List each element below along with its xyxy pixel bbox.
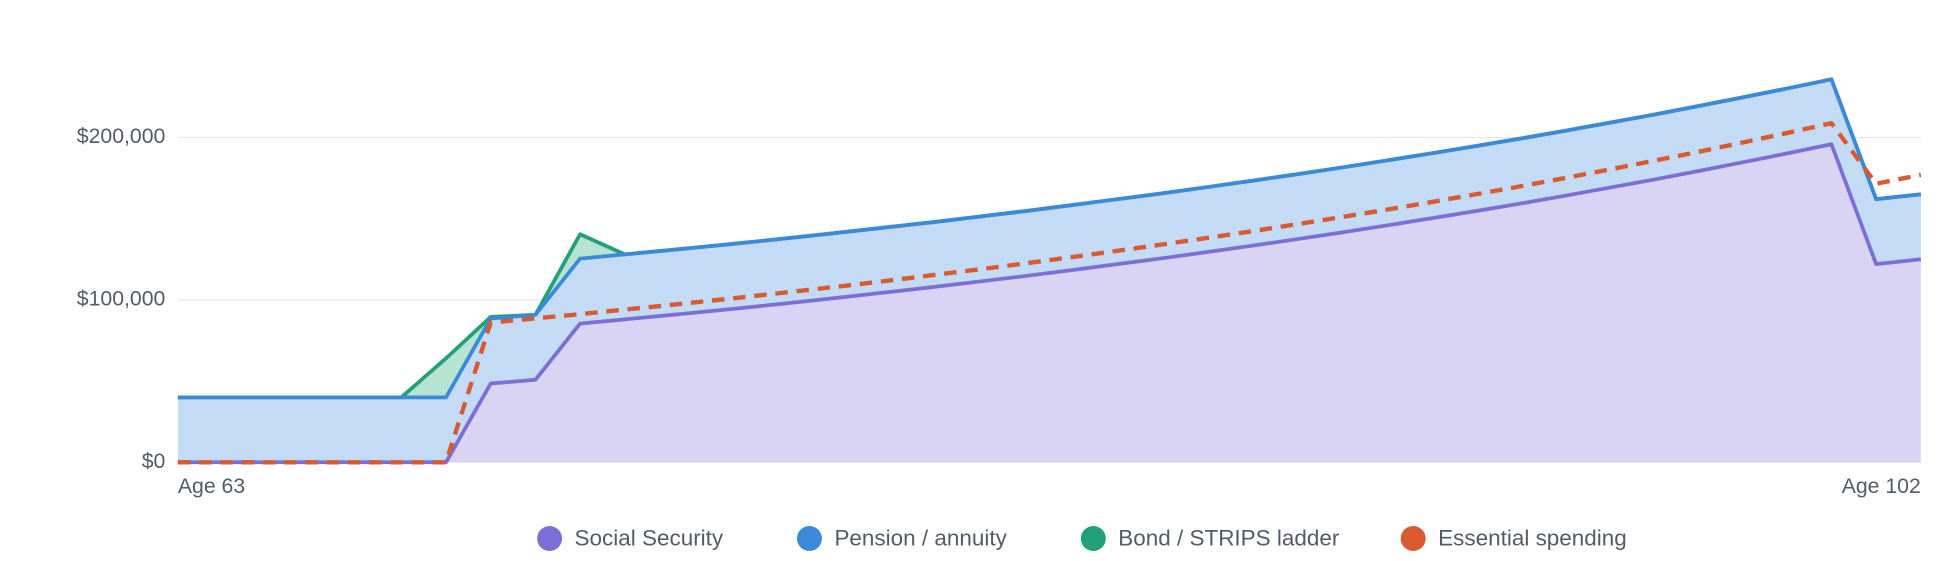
area [177,79,1921,463]
x-tick-label: Age 63 [178,474,245,498]
legend-label: Pension / annuity [834,526,1007,551]
legend-label: Bond / STRIPS ladder [1118,526,1340,551]
legend-swatch [1400,526,1426,552]
x-tick-label: Age 102 [1842,474,1921,498]
legend-label: Social Security [575,526,724,551]
y-tick-label: $100,000 [77,286,166,310]
area [177,144,1921,463]
series-line [177,77,1922,400]
legend-label: Essential spending [1438,526,1627,551]
legend-swatch [537,526,563,552]
legend-swatch [1080,526,1106,552]
legend-swatch [796,526,822,552]
series-line [177,120,1922,465]
y-tick-label: $200,000 [77,124,166,148]
series-line [177,142,1922,465]
y-tick-label: $0 [142,449,166,473]
